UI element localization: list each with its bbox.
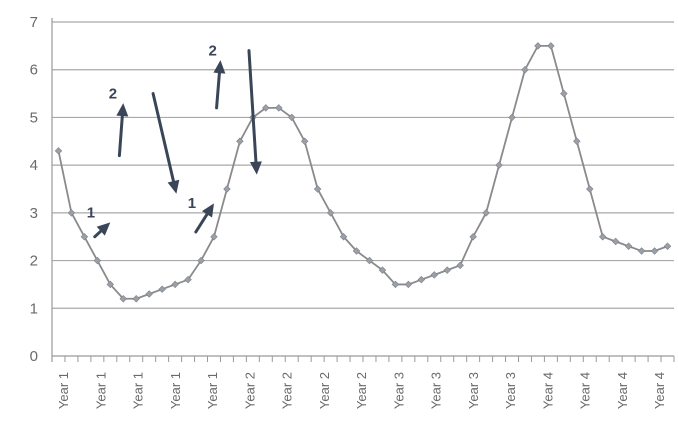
data-point (171, 280, 179, 289)
data-point (339, 232, 348, 241)
annotation-arrowhead (116, 103, 129, 117)
x-tick-label: Year 3 (391, 372, 406, 409)
data-point (469, 232, 477, 241)
data-point (430, 271, 438, 279)
data-point (443, 266, 451, 274)
annotation-label: 1 (188, 195, 196, 212)
x-tick-label: Year 3 (503, 372, 518, 409)
annotation-arrowhead (249, 161, 262, 175)
data-point (560, 89, 568, 98)
data-point (145, 290, 153, 298)
y-tick-label: 5 (30, 109, 38, 126)
annotations: 1 2 1 2 (87, 42, 262, 239)
data-point (495, 161, 503, 169)
annotation-arrow (93, 229, 103, 239)
annotation-arrow (117, 114, 124, 158)
x-tick-label: Year 1 (93, 372, 108, 409)
annotation-arrowhead (167, 179, 180, 194)
data-point (80, 232, 89, 241)
x-tick-label: Year 3 (466, 372, 481, 409)
annotation-arrowhead (201, 203, 214, 218)
annotation-label: 2 (109, 85, 117, 102)
x-tick-label: Year 1 (168, 372, 183, 409)
y-tick-label: 2 (30, 253, 38, 270)
y-axis: 0 1 2 3 4 5 6 7 (30, 14, 53, 365)
data-point (352, 247, 361, 255)
data-point (223, 185, 231, 193)
data-point (313, 185, 322, 193)
y-tick-label: 3 (30, 205, 38, 222)
data-point (611, 237, 620, 246)
y-tick-label: 6 (30, 62, 38, 79)
x-tick-label: Year 2 (242, 372, 257, 409)
x-tick-label: Year 1 (131, 372, 146, 409)
x-tick-label: Year 4 (615, 372, 630, 409)
data-point (404, 280, 413, 289)
x-tick-label: Year 3 (429, 372, 444, 409)
data-point (236, 137, 244, 146)
x-tick-label: Year 4 (652, 372, 667, 409)
x-tick-label: Year 2 (280, 372, 295, 409)
data-point (119, 295, 127, 303)
data-point (158, 285, 166, 293)
gridlines (52, 21, 674, 309)
data-point (456, 261, 464, 270)
data-point (326, 209, 335, 217)
x-tick-label: Year 1 (56, 372, 71, 409)
y-tick-label: 7 (30, 14, 38, 31)
y-tick-label: 0 (30, 348, 38, 365)
annotation-label: 1 (87, 205, 95, 222)
data-point (482, 209, 490, 217)
data-point (599, 232, 607, 241)
data-point (365, 256, 374, 265)
annotation-arrow (215, 71, 221, 110)
data-point (378, 266, 387, 274)
data-point (586, 185, 594, 193)
data-point (637, 247, 646, 255)
x-tick-label: Year 2 (317, 372, 332, 409)
data-point (54, 147, 63, 155)
data-point (262, 104, 270, 112)
x-tick-label: Year 1 (205, 372, 220, 409)
data-point (573, 137, 581, 146)
data-point (508, 113, 516, 122)
data-point (534, 42, 542, 50)
y-tick-label: 1 (30, 300, 38, 317)
data-point (275, 104, 283, 112)
x-tick-label: Year 2 (354, 372, 369, 409)
y-tick-label: 4 (30, 157, 38, 174)
annotation-arrowhead (213, 60, 226, 74)
data-point (67, 209, 76, 217)
annotation-arrow (247, 49, 258, 164)
series-group (54, 42, 672, 303)
data-point (210, 232, 218, 241)
data-point (197, 256, 205, 265)
annotation-arrow (194, 212, 209, 234)
data-point (184, 275, 192, 284)
data-point (417, 275, 426, 284)
data-point (132, 295, 140, 303)
data-point (624, 242, 633, 250)
data-point (547, 42, 555, 50)
x-tick-label: Year 4 (540, 372, 555, 409)
annotation-arrow (151, 92, 175, 183)
data-point (650, 247, 659, 255)
annotation-arrowhead (96, 222, 111, 236)
x-tick-label: Year 4 (578, 372, 593, 409)
data-point (521, 65, 529, 74)
annotation-label: 2 (209, 42, 217, 59)
data-point (663, 242, 672, 250)
data-point (300, 137, 309, 146)
data-point (391, 280, 400, 289)
x-axis: Year 1 Year 1 Year 1 Year 1 Year 1 Year 2 Year… (51, 355, 675, 409)
data-point (288, 113, 296, 122)
data-point (106, 280, 115, 289)
data-point (93, 256, 102, 265)
